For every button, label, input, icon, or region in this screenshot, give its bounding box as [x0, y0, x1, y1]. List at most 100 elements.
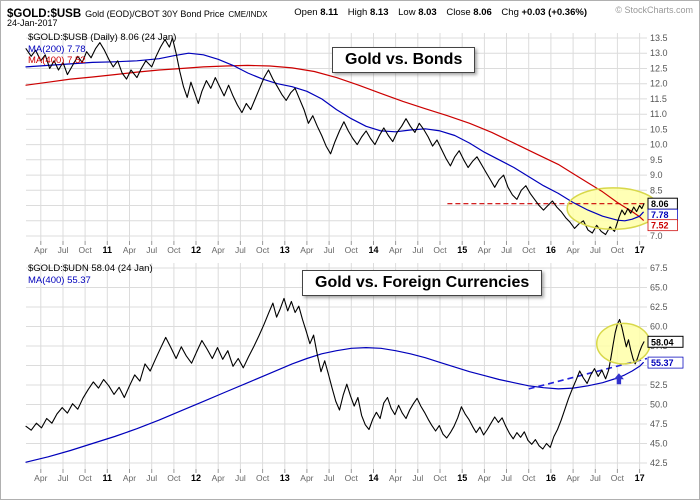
x-axis-label: Oct: [433, 473, 447, 483]
highlight-ellipse: [596, 323, 650, 364]
y-axis-label: 65.0: [650, 283, 668, 293]
low-value: 8.03: [418, 7, 437, 18]
x-axis-label: Oct: [345, 245, 359, 255]
y-axis-label: 8.5: [650, 185, 663, 195]
x-axis-label: 15: [457, 245, 467, 255]
price-label-box: [647, 335, 684, 348]
price-label: 7.78: [651, 210, 669, 220]
x-axis-label: Apr: [34, 473, 47, 483]
y-axis-label: 52.5: [650, 380, 668, 390]
y-axis-label: 9.0: [650, 170, 663, 180]
annotation-title-gold-vs-foreign-currencies: Gold vs. Foreign Currencies: [302, 270, 543, 296]
series-ma200: [25, 52, 644, 222]
open-value: 8.11: [320, 7, 339, 18]
chg-label: Chg: [501, 7, 519, 18]
y-axis-label: 11.0: [650, 109, 667, 119]
price-label: 58.04: [651, 337, 674, 347]
x-axis-label: 17: [635, 245, 645, 255]
x-axis-label: Jul: [235, 473, 246, 483]
x-axis-label: Apr: [478, 473, 491, 483]
legend-item-price: $GOLD:$USB (Daily) 8.06 (24 Jan): [28, 32, 177, 43]
x-axis-label: Apr: [212, 473, 225, 483]
copyright-notice: © StockCharts.com: [615, 5, 693, 15]
chart-gold-vs-bonds: 13.5 13.0 12.5 12.0 11.5 11.0 10.5 10.0 9.5 9.0 8.…: [25, 33, 678, 255]
y-axis-label: 45.0: [650, 439, 668, 449]
up-arrow: [613, 373, 624, 385]
x-axis-label: Jul: [58, 473, 69, 483]
series-price: [25, 297, 645, 450]
x-axis-label: 12: [191, 245, 201, 255]
x-axis-label: Jul: [146, 245, 157, 255]
chart-header: $GOLD:$USB Gold (EOD)/CBOT 30Y Bond Price…: [7, 4, 267, 22]
price-label-box: [647, 356, 684, 369]
series-ma400: [25, 346, 644, 463]
x-axis-label: Jul: [590, 245, 601, 255]
ohlc-quote: Open 8.11 High 8.13 Low 8.03 Close 8.06 …: [287, 7, 587, 18]
x-axis-label: Jul: [590, 473, 601, 483]
quote-date: 24-Jan-2017: [7, 18, 58, 28]
close-value: 8.06: [473, 7, 492, 18]
series-price: [25, 37, 645, 236]
y-axis-label: 7.0: [650, 231, 663, 241]
x-axis-label: Jul: [412, 473, 423, 483]
y-axis-label: 47.5: [650, 419, 668, 429]
x-axis-label: Apr: [123, 473, 136, 483]
annotation-title-gold-vs-bonds: Gold vs. Bonds: [332, 47, 476, 73]
y-axis-label: 10.5: [650, 124, 668, 134]
x-axis-label: Jul: [324, 245, 335, 255]
x-axis-label: Oct: [522, 245, 536, 255]
high-value: 8.13: [369, 7, 389, 18]
y-axis-label: 9.5: [650, 155, 663, 165]
x-axis-label: Jul: [501, 473, 512, 483]
x-axis-label: Jul: [324, 473, 335, 483]
x-axis-label: 11: [103, 473, 113, 483]
x-axis-label: Apr: [566, 245, 579, 255]
y-axis-label: 60.0: [650, 322, 668, 332]
x-axis-label: Apr: [212, 245, 225, 255]
price-label: 7.52: [651, 221, 669, 231]
legend-item-price: $GOLD:$UDN 58.04 (24 Jan): [28, 263, 153, 274]
x-axis-label: Apr: [566, 473, 579, 483]
close-label: Close: [446, 7, 471, 18]
legend-top-panel: $GOLD:$USB (Daily) 8.06 (24 Jan) MA(200)…: [28, 32, 176, 67]
price-label: 8.06: [651, 199, 669, 209]
y-axis-label: 42.5: [650, 458, 668, 468]
x-axis-label: Apr: [123, 245, 136, 255]
y-axis-label: 67.5: [650, 263, 668, 273]
x-axis-label: Jul: [58, 245, 69, 255]
legend-item-ma400: MA(400) 55.37: [28, 274, 91, 286]
chart-gold-vs-foreign-currencies: 67.565.062.560.057.555.052.550.047.545.0…: [25, 263, 684, 483]
price-label: 55.37: [651, 358, 674, 368]
high-label: High: [347, 7, 368, 18]
x-axis-label: Oct: [78, 245, 92, 255]
x-axis-label: Oct: [78, 473, 92, 483]
y-axis-label: 50.0: [650, 400, 668, 410]
x-axis-label: Oct: [345, 473, 359, 483]
x-axis-label: Oct: [167, 245, 181, 255]
x-axis-label: Apr: [300, 245, 313, 255]
x-axis-label: Apr: [389, 245, 402, 255]
low-label: Low: [398, 7, 416, 18]
legend-bottom-panel: $GOLD:$UDN 58.04 (24 Jan) MA(400) 55.37: [28, 263, 153, 286]
y-axis-label: 62.5: [650, 302, 668, 312]
x-axis-label: Jul: [412, 245, 423, 255]
open-label: Open: [294, 7, 318, 18]
x-axis-label: Oct: [256, 473, 270, 483]
x-axis-label: 11: [103, 245, 113, 255]
x-axis-label: Jul: [501, 245, 512, 255]
x-axis-label: 15: [457, 473, 467, 483]
x-axis-label: 12: [191, 473, 201, 483]
x-axis-label: Apr: [478, 245, 491, 255]
x-axis-label: Oct: [611, 245, 625, 255]
chg-value: +0.03 (+0.36%): [521, 7, 588, 18]
y-axis-label: 13.5: [650, 33, 668, 43]
x-axis-label: 17: [635, 473, 645, 483]
x-axis-label: 14: [368, 473, 378, 483]
ticker-symbol: $GOLD:$USB: [7, 8, 82, 20]
y-axis-label: 10.0: [650, 140, 668, 150]
x-axis-label: Apr: [300, 473, 313, 483]
y-axis-label: 11.5: [650, 94, 667, 104]
legend-item-ma200: MA(200) 7.78: [28, 43, 86, 55]
price-label-box: [647, 219, 678, 232]
